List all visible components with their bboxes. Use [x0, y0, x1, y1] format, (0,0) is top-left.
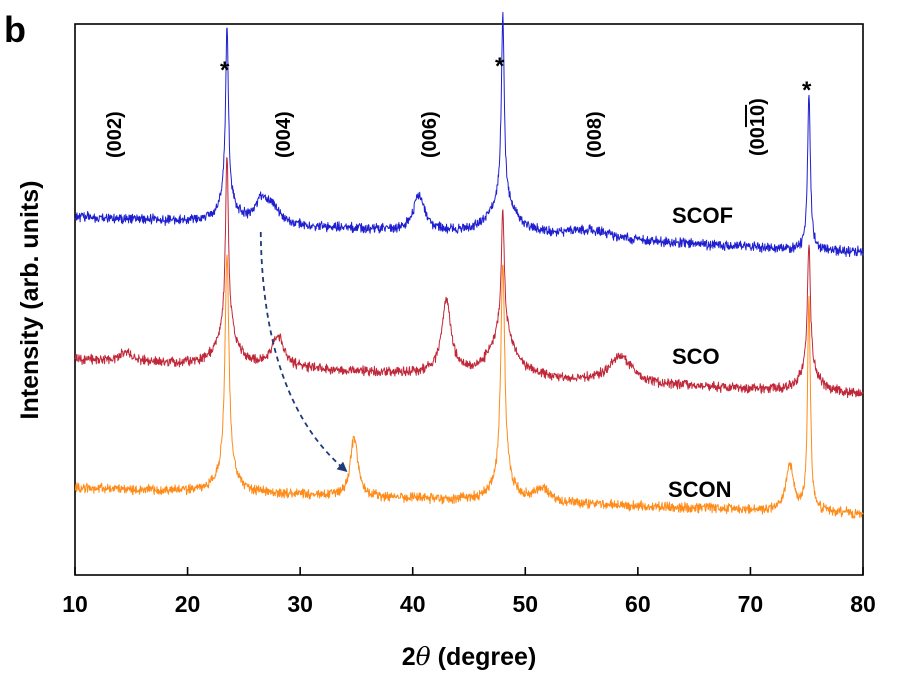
- hkl-label-002: (002): [104, 111, 126, 158]
- series-label-scon: SCON: [668, 477, 732, 502]
- star-marker-3: *: [802, 77, 812, 104]
- x-tick-label: 60: [625, 591, 651, 617]
- hkl-label-006: (006): [419, 111, 441, 158]
- svg-text:(0010): (0010): [747, 98, 769, 156]
- panel-label: b: [4, 9, 26, 50]
- star-marker-2: *: [495, 53, 505, 80]
- plot-frame: [74, 23, 864, 576]
- x-tick-label: 80: [850, 591, 876, 617]
- x-axis-ticks: 10 20 30 40 50 60 70 80: [62, 567, 876, 617]
- x-tick-label: 70: [738, 591, 764, 617]
- x-tick-label: 30: [287, 591, 313, 617]
- star-marker-1: *: [220, 57, 230, 84]
- series-label-scof: SCOF: [672, 203, 733, 228]
- hkl-label-004: (004): [273, 111, 295, 158]
- series-line-scon: [74, 254, 864, 519]
- x-tick-label: 20: [175, 591, 201, 617]
- x-tick-label: 10: [62, 591, 88, 617]
- peak-shift-arrow: [259, 231, 348, 472]
- y-axis-title: Intensity (arb. units): [16, 181, 44, 420]
- x-tick-label: 50: [512, 591, 538, 617]
- series-line-scof: [74, 11, 864, 258]
- x-axis-title: 2θ (degree): [402, 642, 537, 671]
- hkl-label-008: (008): [584, 111, 606, 158]
- series-line-sco: [74, 157, 864, 399]
- series-label-sco: SCO: [672, 344, 720, 369]
- x-tick-label: 40: [400, 591, 426, 617]
- hkl-label-00-10: (0010): [747, 98, 769, 156]
- series-layer: [74, 11, 864, 519]
